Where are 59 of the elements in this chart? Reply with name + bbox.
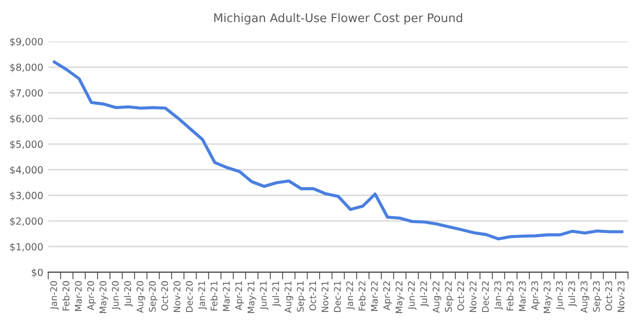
x-tick-label: Mar-22 (370, 281, 378, 311)
y-tick-label: $8,000 (10, 63, 43, 72)
x-tick-label: May-20 (100, 281, 108, 313)
y-tick-label: $0 (32, 268, 43, 278)
x-tick-label: Jun-23 (556, 281, 564, 310)
x-tick-label: Jan-21 (198, 281, 207, 310)
x-tick-label: Oct-21 (309, 281, 316, 310)
x-tick-label: Sep-20 (148, 281, 158, 312)
x-tick-label: Feb-22 (358, 281, 366, 310)
y-tick-label: $2,000 (10, 217, 43, 226)
x-tick-label: Nov-20 (174, 281, 180, 312)
x-tick-label: May-22 (396, 281, 404, 313)
line-series (52, 60, 624, 240)
y-tick-label: $1,000 (10, 242, 43, 252)
x-tick-label: Dec-21 (334, 281, 341, 312)
x-tick-label: Jun-22 (408, 281, 416, 310)
x-tick-label: Jan-20 (50, 281, 59, 310)
x-tick-label: Nov-23 (618, 281, 624, 312)
x-tick-label: Jul-23 (568, 281, 577, 307)
x-tick-label: Sep-22 (444, 281, 454, 312)
x-tick-label: Feb-23 (506, 281, 514, 310)
x-tick-label: Jun-21 (260, 281, 268, 310)
x-tick-label: Oct-22 (457, 281, 464, 310)
x-tick-label: Jun-20 (112, 281, 120, 310)
x-tick-label: Dec-20 (186, 281, 193, 312)
x-tick-label: Jul-20 (124, 281, 133, 307)
y-tick-label: $7,000 (10, 89, 43, 98)
x-tick-label: Jan-22 (346, 281, 355, 310)
x-tick-label: Aug-20 (136, 281, 146, 313)
x-tick-label: Feb-21 (210, 281, 218, 310)
x-tick-label: Nov-22 (470, 281, 476, 312)
y-tick-label: $3,000 (10, 192, 43, 200)
x-tick-label: Sep-21 (296, 281, 306, 312)
y-tick-label: $5,000 (10, 140, 43, 150)
x-tick-label: Apr-22 (383, 281, 392, 310)
x-tick-label: Dec-22 (482, 281, 489, 312)
x-tick-label: Apr-23 (531, 281, 540, 310)
x-tick-label: Apr-20 (87, 281, 96, 310)
x-tick-label: May-23 (544, 281, 552, 313)
x-tick-label: Jan-23 (494, 281, 503, 310)
x-tick-label: Jul-22 (420, 281, 429, 307)
x-tick-label: Aug-23 (580, 281, 590, 313)
x-tick-label: Oct-20 (161, 281, 168, 310)
x-tick-label: Oct-23 (605, 281, 612, 310)
x-tick-label: Sep-23 (592, 281, 602, 312)
x-tick-label: Mar-21 (222, 281, 230, 311)
x-tick-label: Mar-20 (74, 281, 82, 311)
x-tick-label: Aug-21 (284, 281, 294, 313)
chart-title: Michigan Adult-Use Flower Cost per Pound (214, 13, 462, 25)
y-tick-label: $6,000 (10, 114, 43, 124)
x-tick-label: Jul-21 (272, 281, 281, 307)
y-tick-label: $4,000 (10, 166, 43, 175)
x-tick-label: Aug-22 (432, 281, 442, 313)
y-tick-label: $9,000 (10, 38, 43, 47)
x-tick-label: Mar-23 (518, 281, 526, 311)
x-tick-label: Apr-21 (235, 281, 244, 310)
x-tick-label: May-21 (248, 281, 256, 313)
x-tick-label: Feb-20 (62, 281, 70, 310)
x-tick-label: Nov-21 (322, 281, 328, 312)
